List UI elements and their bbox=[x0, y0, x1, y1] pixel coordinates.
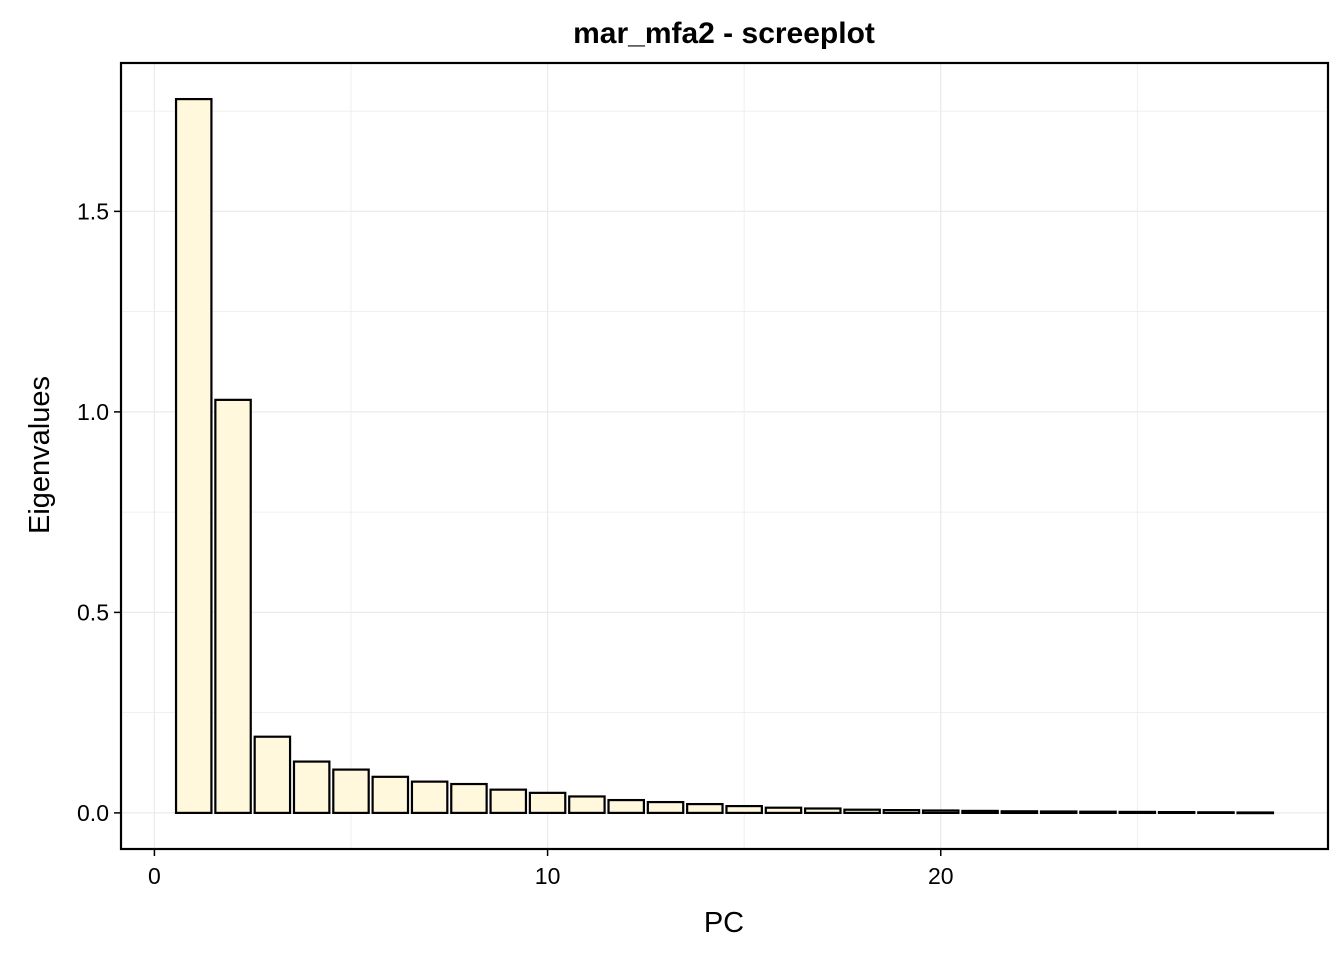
x-tick-label: 0 bbox=[148, 863, 161, 889]
bar-pc-16 bbox=[764, 806, 803, 815]
bar-pc-22 bbox=[1000, 810, 1039, 815]
y-axis-label: Eigenvalues bbox=[24, 376, 56, 534]
bar-pc-25 bbox=[1118, 810, 1157, 815]
bar-pc-1 bbox=[174, 97, 213, 815]
bar-pc-3 bbox=[253, 735, 292, 815]
x-tick-label: 10 bbox=[535, 863, 561, 889]
bar-pc-6 bbox=[371, 775, 410, 815]
y-tick-label: 1.5 bbox=[77, 198, 109, 224]
bar-pc-7 bbox=[410, 780, 449, 815]
y-tick-label: 0.5 bbox=[77, 599, 109, 625]
bar-pc-12 bbox=[607, 798, 646, 815]
x-axis-ticks: 0 10 20 bbox=[148, 849, 954, 889]
bar-pc-27 bbox=[1197, 811, 1235, 815]
panel-border bbox=[119, 61, 1330, 851]
y-axis-ticks: 0.0 0.5 1.0 1.5 bbox=[77, 198, 121, 826]
bar-pc-21 bbox=[961, 809, 999, 815]
bar-pc-8 bbox=[450, 782, 488, 815]
x-axis-label: PC bbox=[704, 907, 744, 939]
bar-pc-15 bbox=[725, 804, 763, 815]
bar-pc-13 bbox=[646, 800, 685, 815]
bar-pc-11 bbox=[568, 795, 606, 815]
bar-pc-2 bbox=[214, 398, 252, 815]
grid-lines bbox=[121, 63, 1328, 849]
y-tick-label: 1.0 bbox=[77, 399, 109, 425]
y-tick-label: 0.0 bbox=[77, 800, 109, 826]
bar-pc-9 bbox=[489, 788, 528, 815]
bar-pc-17 bbox=[803, 807, 842, 815]
chart-title: mar_mfa2 - screeplot bbox=[573, 17, 875, 50]
bars bbox=[174, 97, 1275, 815]
bar-pc-23 bbox=[1039, 810, 1078, 815]
bar-pc-10 bbox=[528, 791, 567, 815]
bar-pc-24 bbox=[1079, 810, 1117, 815]
bar-pc-19 bbox=[882, 809, 921, 815]
bar-pc-28 bbox=[1236, 811, 1275, 815]
bar-pc-18 bbox=[843, 808, 881, 815]
bar-pc-14 bbox=[686, 802, 724, 815]
bar-pc-20 bbox=[921, 809, 960, 815]
bar-pc-5 bbox=[332, 768, 370, 815]
bar-pc-4 bbox=[292, 760, 331, 815]
bar-pc-26 bbox=[1157, 811, 1196, 815]
x-tick-label: 20 bbox=[928, 863, 954, 889]
